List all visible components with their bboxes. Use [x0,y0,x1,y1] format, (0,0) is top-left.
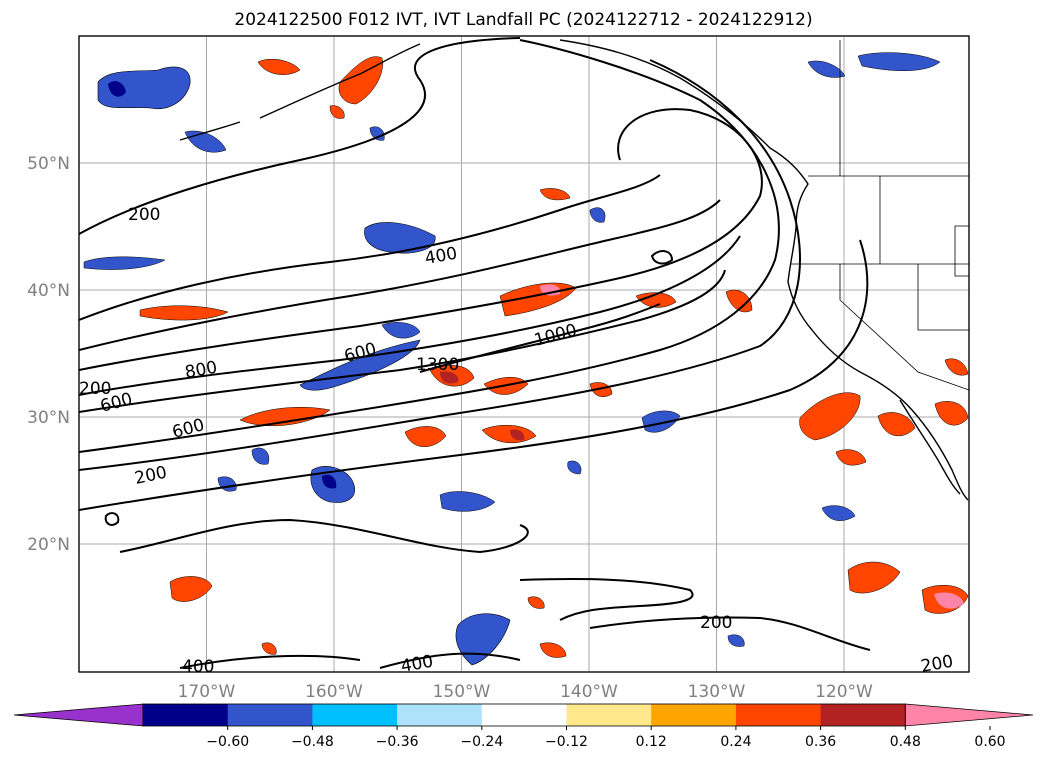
colorbar-tick-label: 0.48 [890,734,921,750]
lon-tick-label: 120°W [815,682,873,702]
contour-label: 200 [79,379,111,399]
colorbar-tick-label: −0.24 [460,734,503,750]
colorbar-swatch [820,704,906,726]
lat-tick-label: 50°N [27,154,70,174]
colorbar-tick-label: −0.36 [376,734,419,750]
colorbar: −0.60 −0.48 −0.36 −0.24 −0.12 0.12 0.24 0.36 0.4… [13,703,1034,750]
lat-tick-label: 30°N [27,408,70,428]
contour-label: 1300 [416,355,459,375]
coastline [179,39,969,501]
contour-label: 200 [128,205,160,225]
political-borders [790,40,969,391]
colorbar-extend-high [904,703,1034,727]
colorbar-swatch [143,704,229,726]
contour-label: 400 [182,657,214,677]
colorbar-tick-label: 0.24 [720,734,751,750]
colorbar-swatch [651,704,737,726]
colorbar-swatch [397,704,483,726]
colorbar-tick-label: −0.60 [206,734,249,750]
lon-tick-label: 150°W [433,682,491,702]
lon-tick-label: 160°W [305,682,363,702]
lat-tick-label: 20°N [27,535,70,555]
colorbar-swatch [481,704,567,726]
contour-label: 200 [700,613,732,633]
ivt-contours [79,37,871,669]
colorbar-tick-label: −0.12 [545,734,588,750]
ivt-probability-shading [83,52,969,666]
latitude-labels: 50°N 40°N 30°N 20°N [27,154,70,555]
colorbar-tick-label: −0.48 [291,734,334,750]
colorbar-swatch [566,704,652,726]
lat-tick-label: 40°N [27,281,70,301]
longitude-labels: 170°W 160°W 150°W 140°W 130°W 120°W [178,682,873,702]
map-title: 2024122500 F012 IVT, IVT Landfall PC (20… [234,10,813,30]
contour-label: 200 [919,652,954,677]
colorbar-tick-label: 0.12 [636,734,667,750]
contour-label: 400 [399,652,434,677]
lon-tick-label: 170°W [178,682,236,702]
colorbar-tick-label: 0.36 [805,734,836,750]
colorbar-extend-low [13,703,144,727]
lon-tick-label: 130°W [688,682,746,702]
colorbar-swatch [735,704,822,726]
lon-tick-label: 140°W [560,682,618,702]
colorbar-tick-label: 0.60 [974,734,1005,750]
colorbar-swatch [312,704,398,726]
colorbar-swatch [227,704,313,726]
